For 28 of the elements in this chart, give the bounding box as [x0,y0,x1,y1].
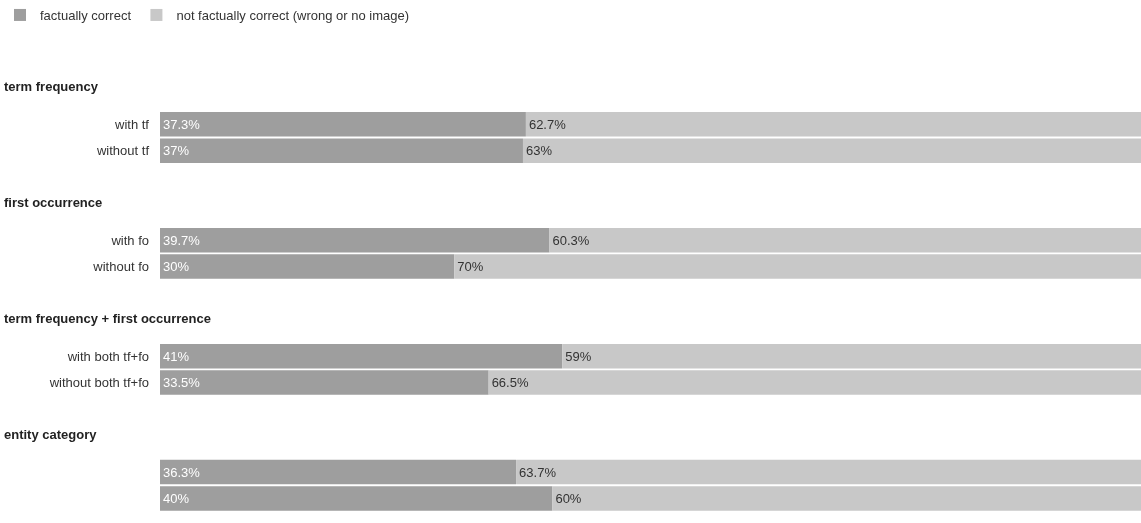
data-label: 37.3% [163,116,201,132]
data-label: 59% [565,348,592,364]
y-tick-label: without both tf+fo [48,375,149,391]
y-tick-label: without tf [95,143,150,159]
data-label: 33.5% [163,375,201,391]
text: entity category [4,427,98,442]
data-label: 39.7% [163,232,201,248]
data-label: 66.5% [491,375,529,391]
y-tick-label: with both tf+fo [66,348,149,364]
data-label: 30% [163,259,190,275]
text: term frequency [4,79,99,94]
data-label: 60% [555,491,582,506]
data-label: 37% [163,143,190,159]
data-label: 36.3% [163,464,201,480]
data-label: 62.7% [528,116,567,132]
y-tick-label: with fo [110,232,149,248]
legend-label: factually correct [40,8,132,24]
y-tick-label: without fo [92,259,149,275]
data-label: 60.3% [552,232,590,248]
legend-label: not factually correct (wrong or no image) [176,8,410,24]
data-label: 70% [457,259,484,275]
data-label: 41% [163,348,190,364]
text: first occurrence [4,195,103,210]
data-label: 63.7% [519,464,557,480]
y-tick-label: with tf [114,116,150,132]
data-label: 40% [163,491,190,506]
data-label: 63% [525,143,553,159]
chart-title: term frequency + first occurrence [4,311,211,326]
